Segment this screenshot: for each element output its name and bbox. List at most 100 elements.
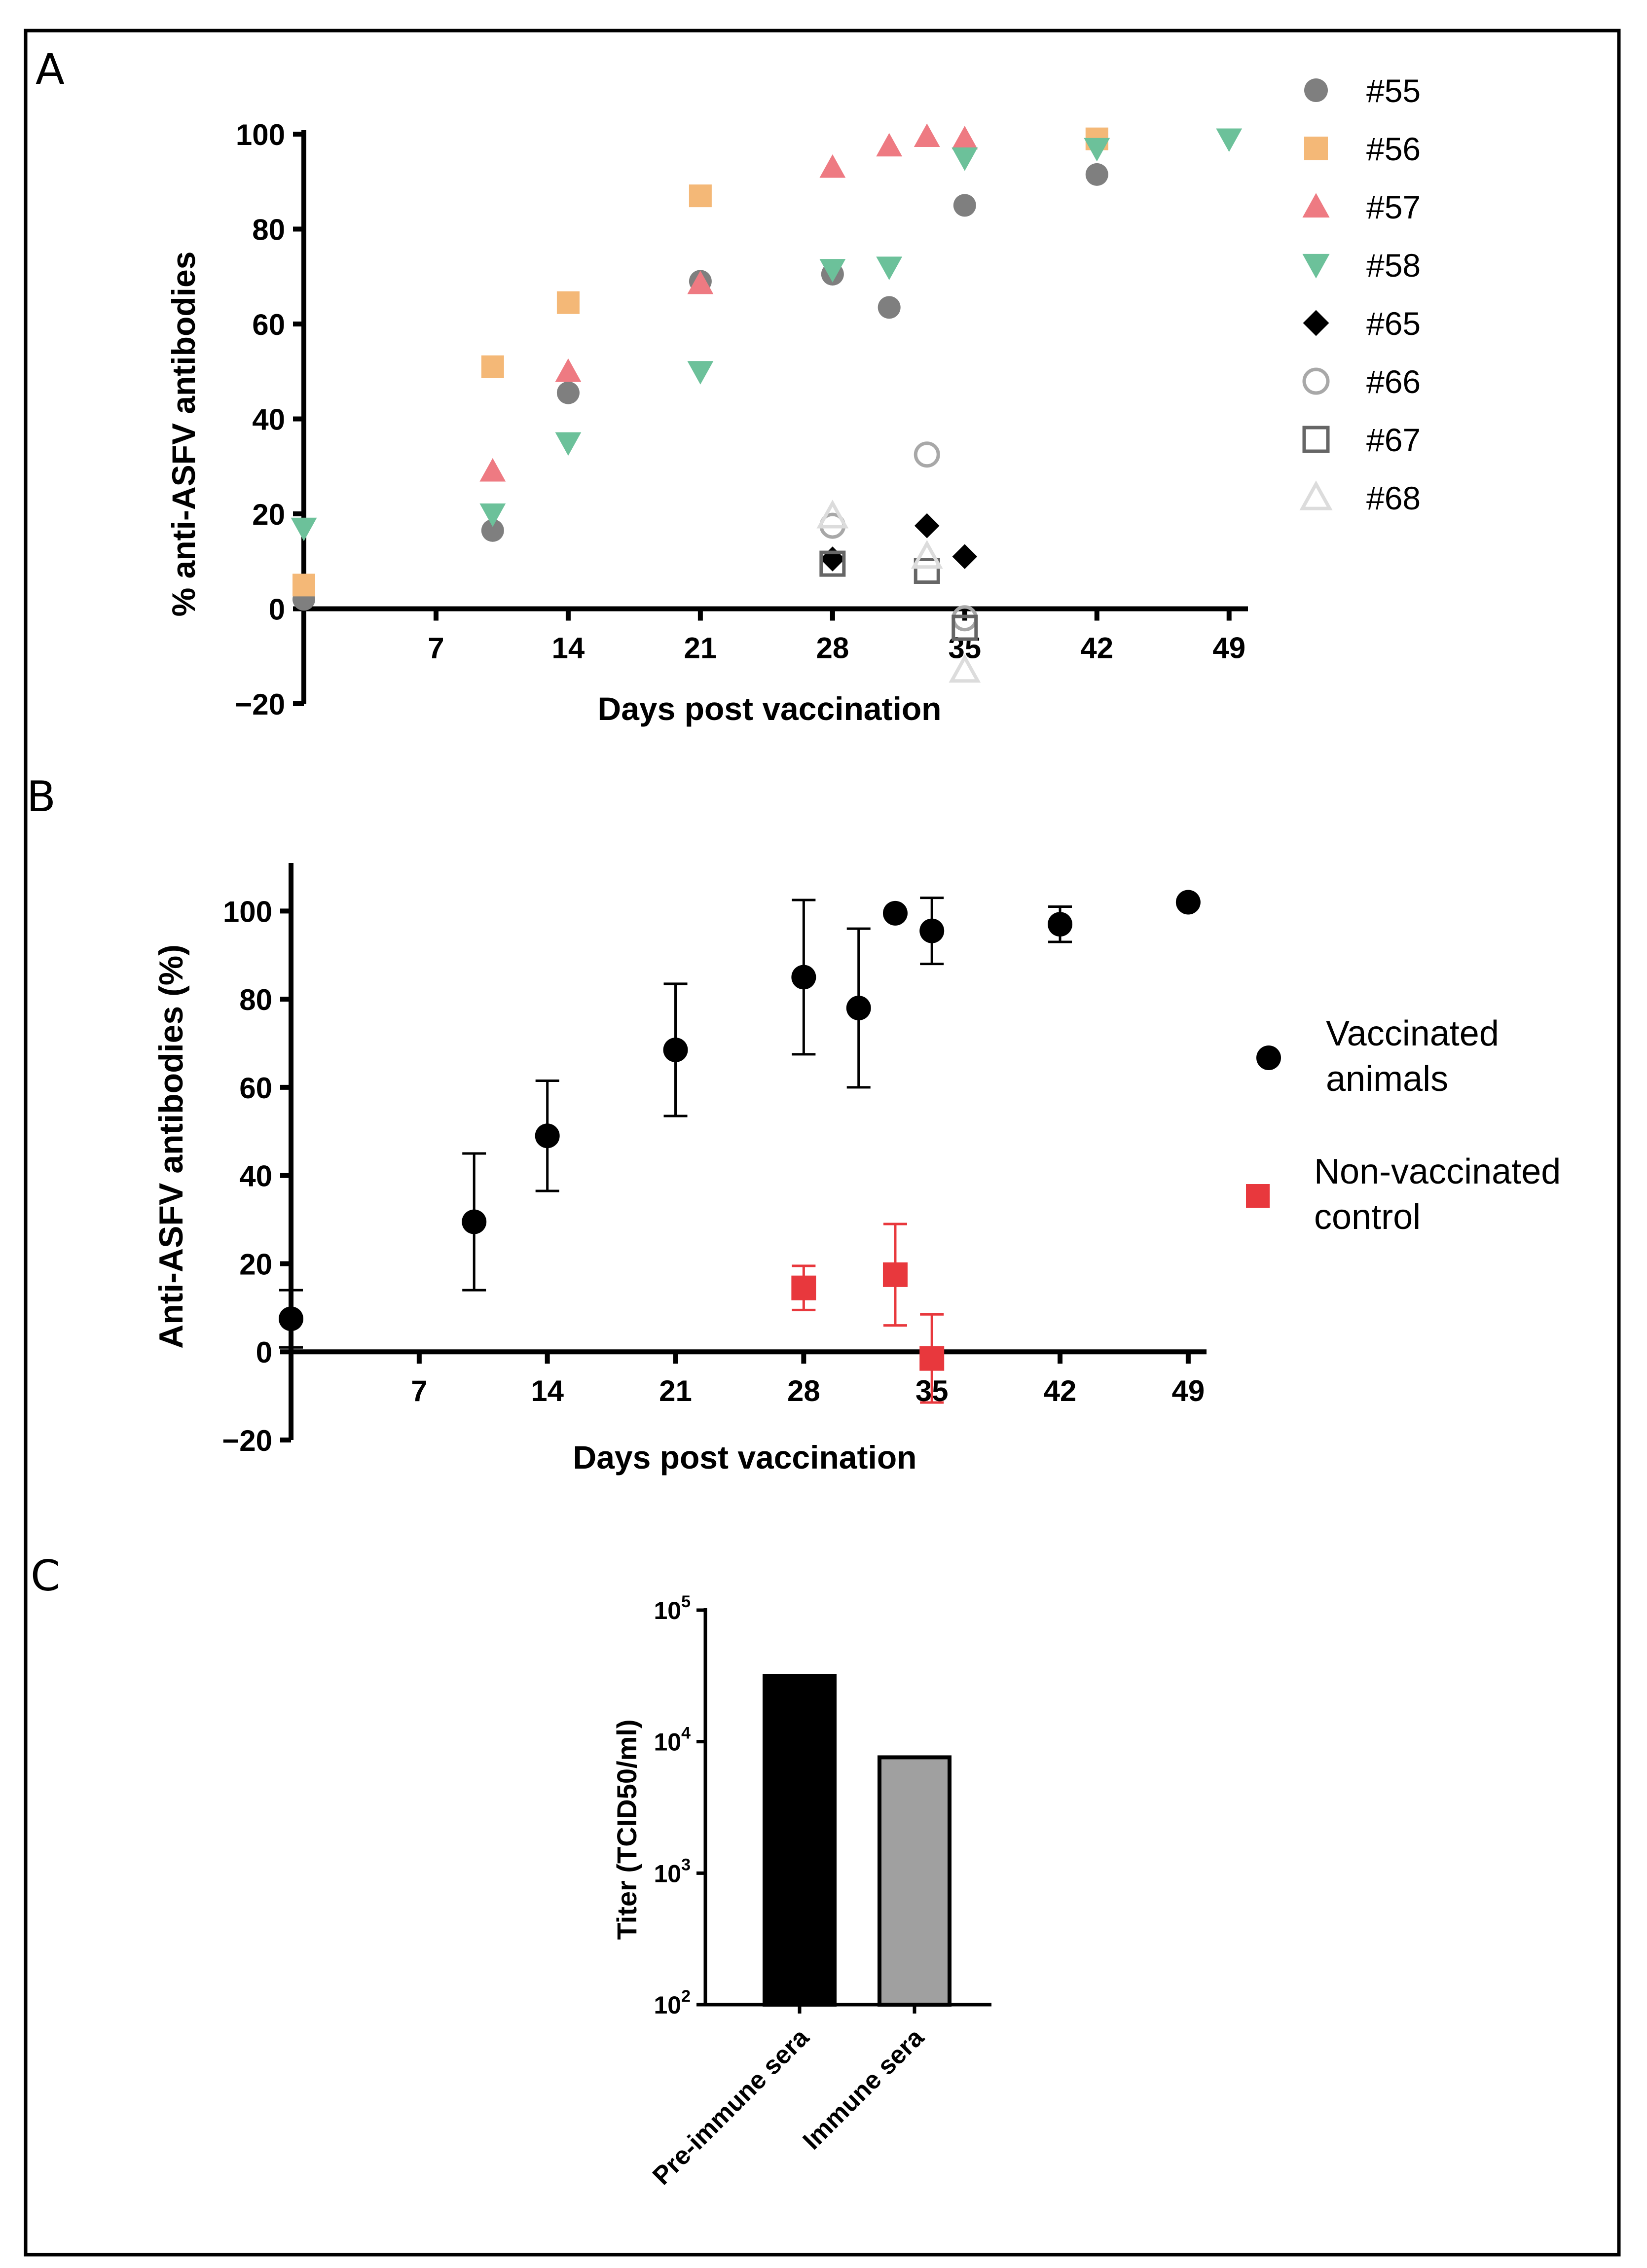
y-tick-label: 20 (252, 498, 285, 531)
legend-label: control (1314, 1197, 1421, 1237)
data-point (876, 256, 903, 280)
y-tick-label: 20 (239, 1248, 272, 1281)
legend-marker (1304, 137, 1328, 160)
panel-a-letter: A (36, 45, 65, 94)
bar (878, 1755, 952, 2007)
data-point (846, 996, 871, 1021)
data-point (911, 540, 943, 569)
y-tick-label: 0 (256, 1336, 272, 1369)
x-tick-label: 42 (1044, 1374, 1077, 1407)
panel-b-axes (280, 863, 1207, 1442)
x-tick-label: 14 (531, 1374, 564, 1407)
data-point (689, 184, 712, 208)
data-point (878, 296, 901, 319)
legend-label: #66 (1366, 363, 1421, 400)
y-tick-label: 40 (252, 403, 285, 436)
data-point (479, 458, 506, 482)
y-tick-label: 102 (654, 1987, 691, 2019)
legend-marker (1302, 426, 1330, 453)
data-point (952, 614, 978, 641)
data-point (556, 381, 580, 404)
panel-b-y-axis-label: Anti-ASFV antibodies (%) (152, 944, 190, 1349)
x-tick-label: 21 (684, 632, 717, 665)
x-tick-label: 49 (1172, 1374, 1205, 1407)
bar (763, 1674, 837, 2007)
panel-b-data-points (279, 890, 1201, 1404)
data-point (820, 546, 845, 572)
y-tick-label: 60 (239, 1072, 272, 1105)
legend-label: #68 (1366, 480, 1421, 516)
x-tick-label: 7 (411, 1374, 427, 1407)
y-tick-label: 0 (269, 593, 285, 626)
data-point (914, 558, 940, 584)
data-point (1216, 128, 1243, 152)
legend-marker (1302, 367, 1330, 395)
data-point (479, 503, 506, 527)
panel-c-y-axis-label: Titer (TCID50/ml) (611, 1719, 642, 1940)
legend-label: #67 (1366, 422, 1421, 458)
data-point (819, 259, 846, 283)
data-point (555, 358, 582, 382)
legend-marker (1246, 1184, 1270, 1208)
y-tick-label: 80 (239, 983, 272, 1016)
panel-a-x-tick-labels: 7 14 21 28 35 42 49 (428, 632, 1245, 665)
data-point (481, 519, 504, 542)
x-tick-label: 21 (659, 1374, 692, 1407)
panel-a-axes (293, 130, 1248, 706)
data-point (462, 1209, 487, 1234)
legend-label: animals (1326, 1059, 1448, 1099)
panel-a-y-axis-label: % anti-ASFV antibodies (165, 252, 202, 617)
legend-label: #57 (1366, 189, 1421, 225)
data-point (953, 194, 976, 217)
x-tick-label: 28 (787, 1374, 820, 1407)
legend-label: Non-vaccinated (1314, 1152, 1561, 1191)
data-point (663, 1037, 688, 1062)
x-tick-label: 7 (428, 632, 444, 665)
data-point (791, 1275, 816, 1300)
data-point (914, 441, 940, 468)
data-point (949, 653, 981, 683)
data-point (293, 574, 315, 597)
data-point (876, 133, 903, 157)
x-tick-label: 28 (816, 632, 849, 665)
y-tick-label: 80 (252, 214, 285, 247)
y-tick-label: 100 (236, 118, 285, 151)
data-point (919, 918, 945, 943)
data-point (952, 544, 978, 569)
legend-marker (1256, 1045, 1281, 1070)
data-point (882, 1262, 908, 1287)
x-tick-label: 49 (1212, 632, 1245, 665)
data-point (914, 123, 940, 147)
legend-marker (1303, 310, 1329, 336)
panel-b-x-axis-label: Days post vaccination (573, 1439, 917, 1476)
y-tick-label: 104 (654, 1724, 691, 1756)
x-tick-label: 42 (1080, 632, 1113, 665)
data-point (919, 1346, 945, 1371)
y-tick-label: −20 (222, 1424, 272, 1457)
data-point (687, 361, 714, 385)
panel-c-letter: C (31, 1551, 60, 1601)
panel-c-y-tick-labels: 105 104 103 102 (654, 1592, 691, 2019)
data-point (882, 900, 908, 926)
x-tick-label: 14 (552, 632, 585, 665)
data-point (555, 432, 582, 456)
panel-b-x-tick-labels: 7 14 21 28 35 42 49 (411, 1374, 1205, 1407)
panel-a-x-axis-label: Days post vaccination (598, 690, 942, 727)
legend-marker (1304, 78, 1328, 102)
data-point (556, 291, 580, 314)
y-tick-label: 103 (654, 1855, 691, 1887)
data-point (819, 154, 846, 178)
panel-b-legend: Vaccinated animals Non-vaccinated control (1246, 1014, 1561, 1237)
data-point (952, 126, 978, 149)
data-point (279, 1306, 303, 1332)
panel-c-bars (763, 1674, 952, 2007)
data-point (481, 355, 504, 378)
y-tick-label: 40 (239, 1160, 272, 1193)
legend-label: Vaccinated (1326, 1014, 1499, 1053)
y-tick-label: −20 (235, 688, 285, 721)
data-point (1048, 912, 1073, 937)
y-tick-label: 100 (223, 895, 272, 928)
